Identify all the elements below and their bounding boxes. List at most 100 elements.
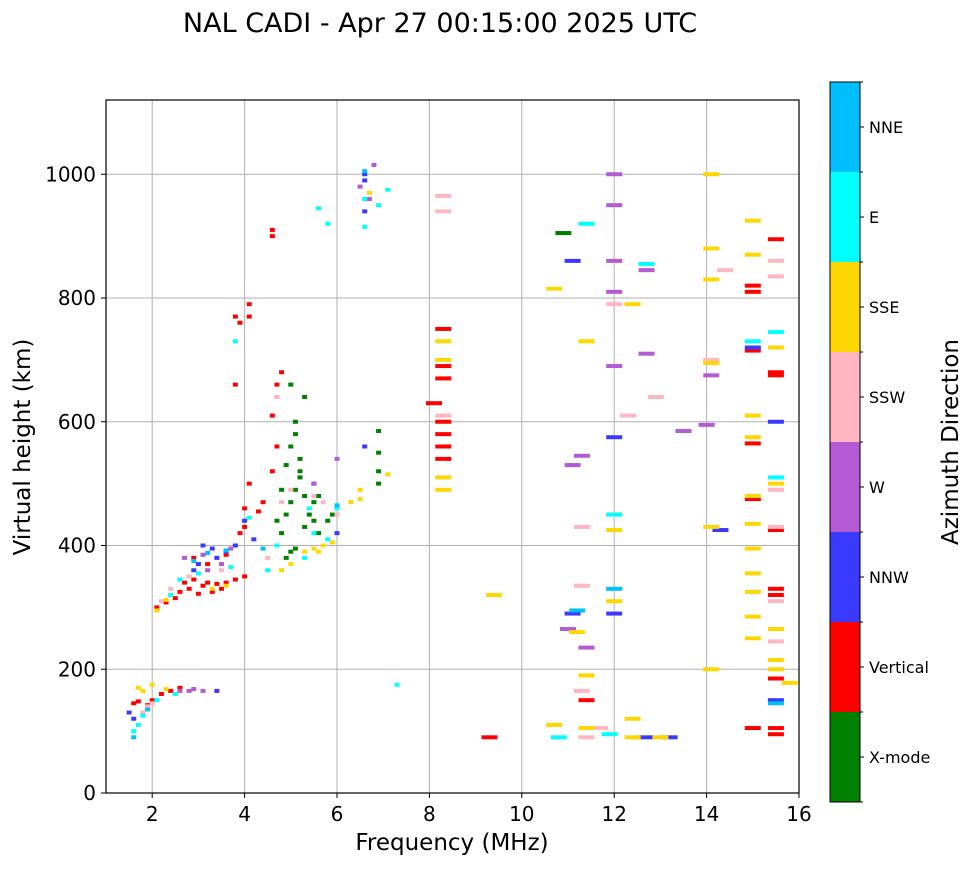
data-point [163,600,169,605]
data-point [376,429,382,434]
data-point [435,364,452,369]
data-point [292,432,298,437]
data-point [767,237,784,242]
data-point [325,537,331,542]
series-nnw [126,172,784,740]
data-point [306,506,312,511]
y-tick-label: 200 [58,657,96,681]
data-point [209,589,215,594]
data-point [376,203,382,208]
data-point [435,339,452,344]
data-point [311,500,317,505]
x-axis-label: Frequency (MHz) [355,830,548,856]
data-point [279,500,285,505]
data-point [131,701,137,706]
data-point [311,518,317,523]
data-point [703,524,720,529]
data-point [744,218,761,223]
data-point [564,463,581,468]
data-point [168,688,174,693]
colorbar-segment [830,622,860,712]
data-point [767,370,784,375]
data-point [246,515,252,520]
data-point [316,206,322,211]
data-point [744,521,761,526]
data-point [624,735,641,740]
colorbar-tick-label: W [869,478,885,497]
series-vertical [131,227,784,740]
series-e [131,187,784,740]
data-point [435,456,452,461]
data-point [279,531,285,536]
data-point [555,231,572,236]
data-point [200,552,206,557]
data-point [767,345,784,350]
plot-background [106,100,799,793]
y-tick-label: 600 [58,410,96,434]
chart-title: NAL CADI - Apr 27 00:15:00 2025 UTC [183,8,697,39]
data-point [606,611,623,616]
colorbar-tick-label: Vertical [869,658,929,677]
data-point [334,506,340,511]
data-point [435,326,452,331]
data-point [302,494,308,498]
data-point [158,599,164,604]
data-point [606,302,623,307]
data-point [703,246,720,251]
data-point [168,586,174,591]
data-point [486,593,503,597]
data-point [214,688,220,693]
data-point [292,487,298,492]
data-point [357,487,363,492]
series-sse [135,172,798,740]
data-point [177,577,183,582]
data-point [767,475,784,480]
data-point [744,571,761,576]
data-point [357,497,363,502]
colorbar-segment [830,352,860,442]
data-point [288,487,294,492]
data-point [311,546,317,551]
data-point [274,518,280,523]
data-point [661,735,678,740]
colorbar-tick-label: X-mode [869,748,930,767]
data-point [242,506,248,511]
data-point [767,657,784,662]
data-point [246,302,252,307]
data-point [195,571,201,576]
colorbar-frame [829,81,861,803]
data-point [767,274,784,279]
data-point [228,546,234,551]
data-point [606,528,623,533]
data-point [288,500,294,505]
data-point [126,710,132,715]
data-point [302,395,308,399]
y-tick-label: 800 [58,286,96,310]
data-point [279,370,285,375]
data-point [394,682,400,687]
data-point [362,197,368,201]
data-point [578,221,595,226]
x-tick-label: 6 [331,802,344,826]
plot-area: 2 4 6 8 10 12 14 16 0 200 400 600 800 1000 [45,99,812,826]
data-point [376,481,382,486]
data-point [481,735,498,740]
data-point [698,422,715,427]
colorbar-tick-label: NNE [869,118,903,137]
data-point [223,580,229,585]
data-point [223,548,229,553]
colorbar-segment [830,532,860,622]
data-point [149,698,155,703]
data-point [638,735,655,740]
data-point [573,688,590,693]
data-point [154,608,160,613]
data-point [435,444,452,449]
data-point [435,376,452,381]
data-point [269,234,275,239]
data-point [767,732,784,737]
data-point [209,546,215,551]
data-point [168,593,174,597]
data-point [186,574,192,579]
data-point [145,707,151,712]
